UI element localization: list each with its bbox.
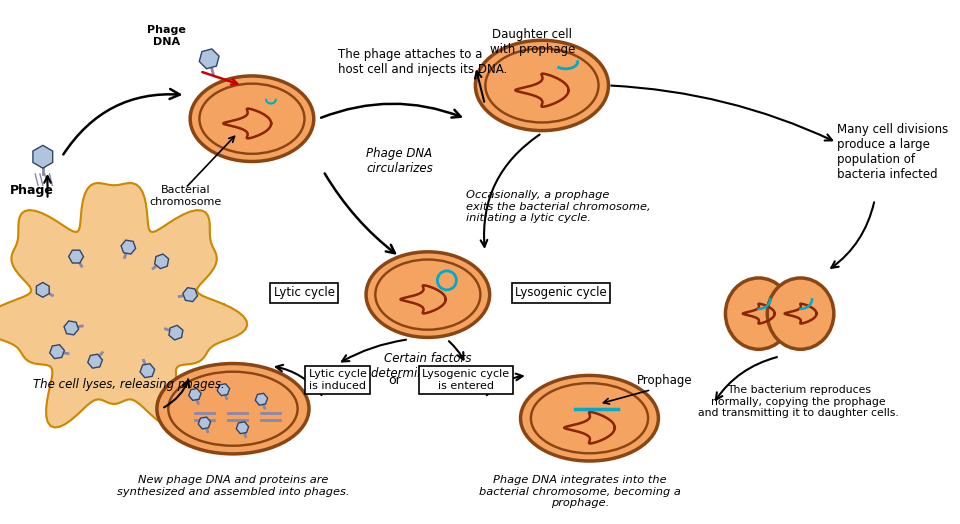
Ellipse shape	[767, 278, 834, 350]
FancyArrowPatch shape	[475, 71, 484, 102]
Text: Prophage: Prophage	[637, 374, 693, 387]
Ellipse shape	[726, 278, 792, 350]
Ellipse shape	[520, 375, 659, 461]
Text: Lysogenic cycle: Lysogenic cycle	[516, 286, 607, 299]
Ellipse shape	[475, 40, 609, 130]
Text: Lytic cycle
is induced: Lytic cycle is induced	[308, 369, 367, 391]
FancyArrowPatch shape	[324, 173, 395, 253]
Text: Phage DNA integrates into the
bacterial chromosome, becoming a
prophage.: Phage DNA integrates into the bacterial …	[479, 475, 681, 508]
Ellipse shape	[486, 48, 598, 123]
Text: Lytic cycle: Lytic cycle	[274, 286, 335, 299]
Text: The bacterium reproduces
normally, copying the prophage
and transmitting it to d: The bacterium reproduces normally, copyi…	[698, 385, 899, 418]
FancyArrowPatch shape	[63, 89, 180, 155]
Text: New phage DNA and proteins are
synthesized and assembled into phages.: New phage DNA and proteins are synthesiz…	[117, 475, 349, 497]
Ellipse shape	[366, 252, 490, 337]
FancyArrowPatch shape	[449, 341, 464, 359]
FancyArrowPatch shape	[342, 340, 406, 362]
Text: or: or	[388, 374, 401, 387]
Ellipse shape	[200, 84, 304, 154]
Ellipse shape	[375, 259, 480, 330]
FancyArrowPatch shape	[44, 176, 51, 197]
FancyArrowPatch shape	[487, 374, 522, 395]
Ellipse shape	[156, 364, 309, 454]
Text: Lysogenic cycle
is entered: Lysogenic cycle is entered	[422, 369, 510, 391]
FancyArrowPatch shape	[481, 135, 540, 247]
FancyArrowPatch shape	[321, 104, 461, 118]
FancyArrowPatch shape	[612, 85, 832, 140]
FancyArrowPatch shape	[831, 202, 875, 268]
Text: The phage attaches to a
host cell and injects its DNA.: The phage attaches to a host cell and in…	[338, 48, 507, 75]
FancyArrowPatch shape	[276, 365, 322, 395]
Text: Phage: Phage	[10, 183, 54, 196]
Text: Certain factors
determine whether: Certain factors determine whether	[372, 352, 485, 380]
Polygon shape	[0, 183, 247, 428]
Text: Daughter cell
with prophage: Daughter cell with prophage	[490, 28, 575, 57]
Ellipse shape	[190, 76, 314, 161]
FancyArrowPatch shape	[164, 380, 189, 407]
Text: Phage
DNA: Phage DNA	[147, 25, 186, 47]
Ellipse shape	[531, 383, 648, 453]
Text: The cell lyses, releasing phages.: The cell lyses, releasing phages.	[34, 378, 225, 391]
Text: Bacterial
chromosome: Bacterial chromosome	[149, 185, 222, 207]
FancyArrowPatch shape	[716, 357, 777, 400]
Text: Phage DNA
circularizes: Phage DNA circularizes	[366, 147, 433, 175]
Ellipse shape	[168, 372, 298, 446]
Text: Many cell divisions
produce a large
population of
bacteria infected: Many cell divisions produce a large popu…	[837, 124, 948, 181]
Text: Occasionally, a prophage
exits the bacterial chromosome,
initiating a lytic cycl: Occasionally, a prophage exits the bacte…	[466, 190, 651, 223]
